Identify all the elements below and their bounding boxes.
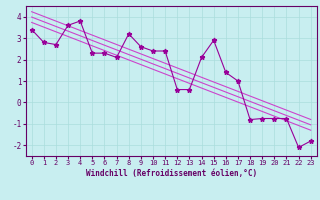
X-axis label: Windchill (Refroidissement éolien,°C): Windchill (Refroidissement éolien,°C) (86, 169, 257, 178)
